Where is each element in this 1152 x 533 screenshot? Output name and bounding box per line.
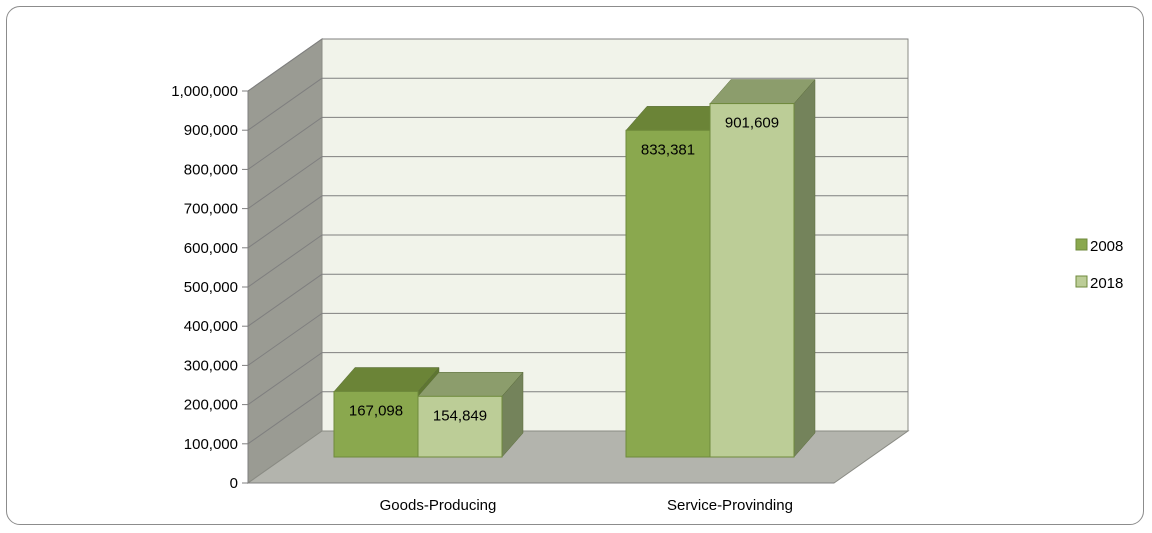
bars: 167,098 154,849 833,381 901,609 <box>333 78 816 458</box>
y-tick-label: 0 <box>230 475 238 492</box>
legend-label-2018: 2018 <box>1090 275 1123 292</box>
legend-label-2008: 2008 <box>1090 238 1123 255</box>
x-axis-categories: Goods-Producing Service-Provinding <box>380 497 793 514</box>
gridline-side <box>247 273 323 327</box>
legend-swatch-2018 <box>1075 275 1088 288</box>
y-tick-label: 900,000 <box>184 122 238 139</box>
gridline-side <box>247 116 323 170</box>
y-tick-label: 300,000 <box>184 357 238 374</box>
gridline-side <box>247 195 323 249</box>
y-tick-label: 400,000 <box>184 318 238 335</box>
gridline-side <box>247 234 323 288</box>
bar-2008-1 <box>625 129 711 458</box>
bar-2018-1 <box>709 103 795 458</box>
gridline-side <box>247 352 323 406</box>
bar-2008-0 <box>333 390 419 458</box>
data-label-2008-0: 167,098 <box>349 402 403 419</box>
y-tick-label: 100,000 <box>184 436 238 453</box>
y-axis-ticks: 0 100,000 200,000 300,000 400,000 500,000 600,… <box>171 83 834 492</box>
y-tick-label: 600,000 <box>184 240 238 257</box>
data-label-2018-1: 901,609 <box>725 115 779 132</box>
data-label-2008-1: 833,381 <box>641 141 695 158</box>
gridline-side <box>247 77 323 131</box>
y-tick-label: 500,000 <box>184 279 238 296</box>
y-tick-label: 200,000 <box>184 397 238 414</box>
x-category-label-1: Service-Provinding <box>667 497 793 514</box>
y-tick-label: 800,000 <box>184 161 238 178</box>
y-tick-label: 1,000,000 <box>171 83 238 100</box>
gridline-side <box>247 38 323 92</box>
bar-2018-0 <box>417 395 503 458</box>
gridline-side <box>247 391 323 445</box>
x-category-label-0: Goods-Producing <box>380 497 497 514</box>
y-tick-label: 700,000 <box>184 201 238 218</box>
bar-side-2018-1 <box>793 78 816 458</box>
gridline-side <box>247 312 323 366</box>
legend: 2008 2018 <box>1075 238 1123 292</box>
gridline-side <box>247 156 323 210</box>
data-label-2018-0: 154,849 <box>433 407 487 424</box>
legend-swatch-2008 <box>1075 238 1088 251</box>
